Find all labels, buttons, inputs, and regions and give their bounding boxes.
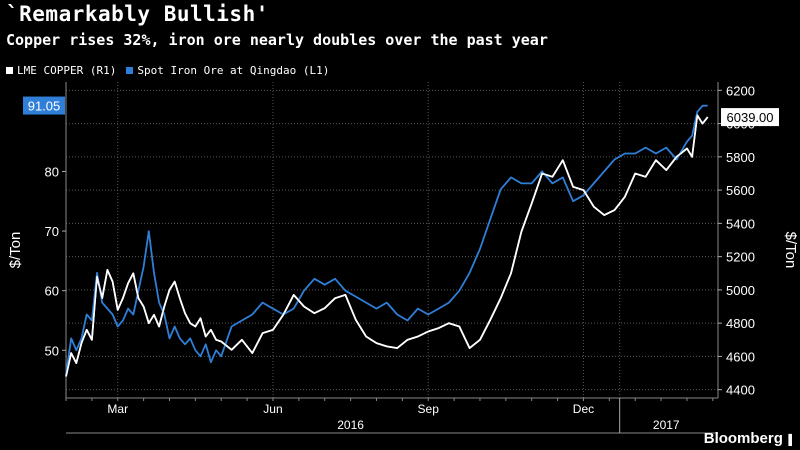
legend-item-copper: LME COPPER (R1) [6,64,116,77]
series-line-copper [65,114,709,377]
left-axis-title: $/Ton [7,232,24,269]
x-year-label: 2017 [653,418,680,432]
chart-subtitle: Copper rises 32%, iron ore nearly double… [6,31,548,49]
legend-swatch-copper [6,66,13,74]
copper-last-value-box [721,108,779,127]
x-tick-label: Sep [418,402,440,416]
legend: LME COPPER (R1) Spot Iron Ore at Qingdao… [6,63,339,77]
right-tick-label: 6200 [726,83,755,98]
right-tick-label: 5600 [726,183,755,198]
copper-last-value-label: 6039.00 [727,110,774,125]
bloomberg-logo: Bloomberg ▐ [704,430,792,447]
right-tick-label: 5400 [726,216,755,231]
brand-name: Bloomberg [703,430,783,447]
x-tick-label: Mar [107,402,128,416]
x-tick-label: Jun [263,402,282,416]
iron-last-value-box [23,96,65,115]
left-tick-label: 70 [45,224,59,239]
legend-item-iron: Spot Iron Ore at Qingdao (L1) [126,64,329,77]
bar-chart-icon: ▐ [784,435,792,446]
right-tick-label: 4400 [726,383,755,398]
right-tick-label: 5200 [726,250,755,265]
left-tick-label: 50 [45,343,59,358]
right-tick-label: 5800 [726,150,755,165]
left-tick-label: 60 [45,284,59,299]
left-tick-label: 80 [45,164,59,179]
x-tick-label: Dec [573,402,594,416]
legend-label-iron: Spot Iron Ore at Qingdao (L1) [137,63,330,77]
legend-label-copper: LME COPPER (R1) [17,63,117,77]
right-tick-label: 4600 [726,349,755,364]
right-axis-title: $/Ton [782,232,799,269]
iron-last-value-label: 91.05 [28,99,61,114]
x-year-label: 2016 [337,418,364,432]
series-line-copper-overlay [65,114,709,377]
right-tick-label: 5000 [726,283,755,298]
series-line-iron [65,104,708,375]
legend-swatch-iron [126,66,134,74]
chart-title: `Remarkably Bullish' [6,2,269,26]
right-tick-label: 4800 [726,316,755,331]
